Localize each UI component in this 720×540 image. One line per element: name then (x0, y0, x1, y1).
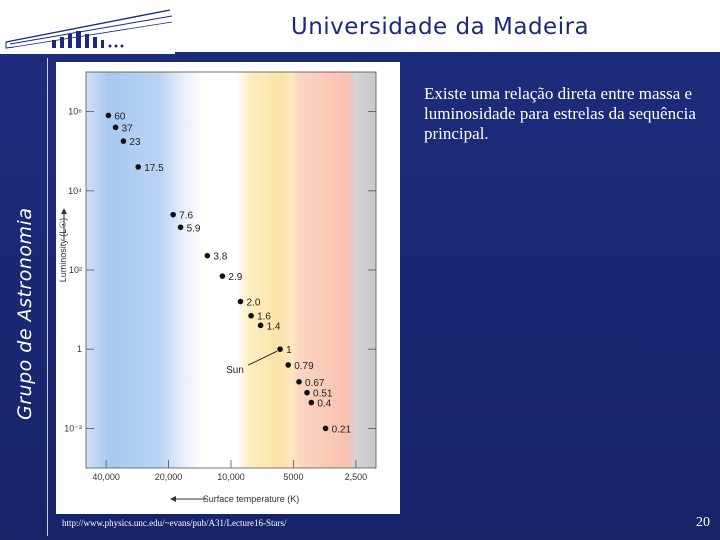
header-title: Universidade da Madeira (290, 14, 590, 40)
sun-annotation: Sun (226, 365, 244, 376)
star-mass-label: 1.4 (267, 321, 281, 332)
y-axis-label: Luminosity (L☉) (58, 218, 68, 283)
y-tick-label: 1 (77, 344, 82, 354)
y-axis-arrowhead (61, 208, 67, 214)
y-tick-label: 10⁻² (64, 423, 82, 433)
star-mass-label: 17.5 (144, 163, 164, 174)
star-point (120, 138, 127, 144)
star-mass-label: 1 (286, 345, 292, 356)
x-tick-label: 40,000 (92, 472, 120, 482)
star-point (219, 273, 226, 279)
star-mass-label: 0.51 (313, 389, 333, 400)
star-mass-label: 0.79 (294, 361, 314, 372)
x-tick-label: 5000 (283, 472, 303, 482)
star-point (170, 211, 176, 218)
star-point (304, 389, 310, 396)
star-mass-label: 1.6 (257, 312, 271, 323)
star-mass-label: 7.6 (179, 211, 193, 222)
star-point (177, 224, 184, 231)
star-mass-label: 3.8 (213, 252, 227, 263)
x-axis-label: Surface temperature (K) (203, 494, 300, 504)
source-link[interactable]: http://www.physics.unc.edu/~evans/pub/A3… (62, 518, 287, 528)
header-bar (0, 0, 720, 54)
hr-diagram: 10⁶ 10⁴ 10² 1 10⁻² 40,000 20,000 10,000 5000 2,50… (56, 62, 400, 514)
star-point (257, 322, 264, 329)
star-mass-label: 5.9 (187, 223, 201, 234)
star-point (112, 124, 119, 131)
star-mass-label: 0.4 (317, 399, 331, 410)
temperature-bands (86, 72, 376, 468)
x-tick-label: 2,500 (345, 472, 368, 482)
star-mass-label: 0.21 (332, 424, 352, 435)
star-point (285, 362, 291, 368)
star-point (204, 252, 211, 259)
y-tick-label: 10⁴ (68, 186, 82, 196)
x-tick-label: 10,000 (217, 472, 245, 482)
hr-diagram-plot: 10⁶ 10⁴ 10² 1 10⁻² 40,000 20,000 10,000 5000 2,50… (58, 71, 377, 504)
star-mass-label: 2.9 (228, 272, 242, 283)
page-number: 20 (696, 515, 710, 530)
x-axis-arrowhead (170, 496, 176, 502)
star-point (308, 399, 315, 406)
star-point (322, 425, 329, 432)
x-tick-label: 20,000 (155, 472, 183, 482)
star-mass-label: 23 (129, 137, 141, 148)
star-point (105, 112, 112, 119)
body-text: Existe uma relação direta entre massa e … (424, 84, 696, 143)
star-point (135, 164, 142, 170)
header-divider (175, 52, 720, 54)
logo-graphic (5, 9, 173, 49)
side-label: Grupo de Astronomia (14, 207, 36, 420)
star-mass-label: 0.67 (305, 378, 325, 389)
star-point (296, 379, 302, 385)
star-point (248, 312, 254, 319)
side-divider (47, 58, 48, 536)
university-logo (4, 4, 174, 50)
star-mass-label: 60 (114, 111, 126, 122)
sun-pointer-line (247, 350, 278, 366)
star-point (277, 346, 283, 353)
star-mass-label: 2.0 (246, 298, 260, 309)
y-tick-label: 10⁶ (68, 107, 82, 117)
star-mass-label: 37 (122, 123, 134, 134)
y-tick-label: 10² (69, 265, 82, 275)
star-point (237, 298, 244, 305)
